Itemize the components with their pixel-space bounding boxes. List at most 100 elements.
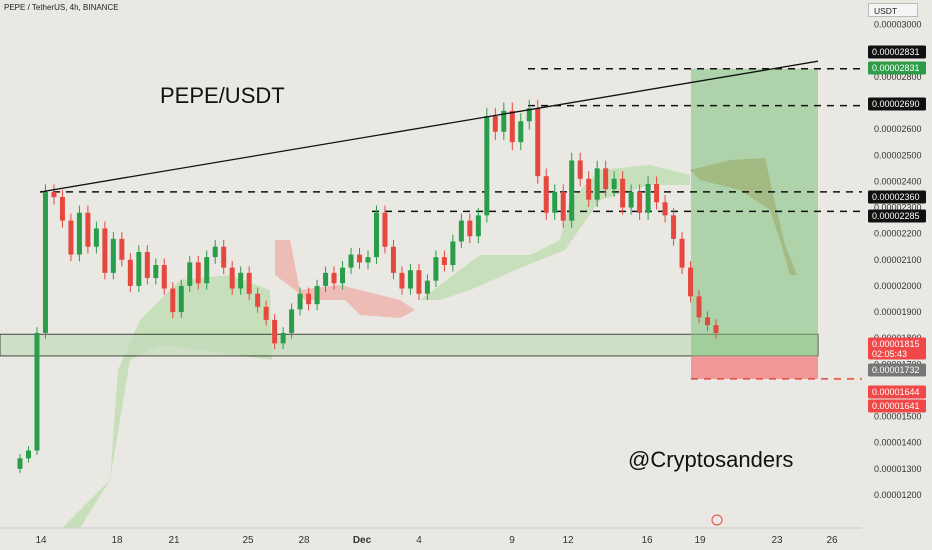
candle-body: [331, 272, 337, 284]
y-tick-label: 0.00001500: [874, 412, 922, 422]
candle-body: [424, 280, 430, 294]
price-label-bg: [868, 190, 926, 204]
candle-body: [102, 228, 108, 273]
candle-body: [272, 319, 278, 344]
price-countdown: 02:05:43: [872, 349, 907, 359]
candle-body: [127, 259, 133, 286]
symbol-header: PEPE / TetherUS, 4h, BINANCE: [4, 3, 119, 12]
candle-body: [212, 246, 218, 258]
price-label: 0.00001732: [872, 365, 920, 375]
candle-body: [255, 293, 261, 307]
y-tick-label: 0.00001200: [874, 490, 922, 500]
candle-body: [594, 168, 600, 200]
candle-body: [204, 257, 210, 284]
x-tick-label: 23: [771, 535, 783, 546]
candle-body: [416, 270, 422, 294]
y-tick-label: 0.00001300: [874, 464, 922, 474]
candle-body: [611, 178, 617, 190]
candle-body: [42, 191, 48, 333]
candle-body: [552, 191, 558, 213]
x-tick-label: 26: [826, 535, 838, 546]
y-tick-label: 0.00002000: [874, 281, 922, 291]
price-label: 0.00002690: [872, 99, 920, 109]
x-tick-label: 25: [242, 535, 254, 546]
x-tick-label: 18: [111, 535, 123, 546]
candle-body: [263, 306, 269, 320]
price-label-bg: [868, 385, 926, 399]
candle-body: [25, 450, 31, 459]
candle-body: [518, 121, 524, 143]
chart-title: PEPE/USDT: [160, 83, 285, 108]
trendline: [40, 60, 819, 193]
candle-body: [535, 108, 541, 177]
candle-body: [187, 262, 193, 286]
candle-body: [433, 257, 439, 281]
candle-body: [68, 220, 74, 255]
candle-body: [382, 212, 388, 247]
price-label: 0.00002831: [872, 47, 920, 57]
candle-body: [314, 285, 320, 305]
x-tick-label: 28: [298, 535, 310, 546]
candle-body: [560, 191, 566, 221]
candle-body: [543, 176, 549, 213]
candle-body: [229, 267, 235, 289]
candle-body: [178, 285, 184, 313]
author-watermark: @Cryptosanders: [628, 447, 793, 472]
candle-body: [357, 254, 363, 263]
candle-body: [17, 458, 23, 469]
candle-body: [492, 116, 498, 132]
x-tick-label: 12: [562, 535, 574, 546]
candle-body: [509, 110, 515, 143]
y-tick-label: 0.00002100: [874, 255, 922, 265]
candle-body: [297, 293, 303, 310]
x-tick-label: 19: [694, 535, 706, 546]
candle-body: [688, 267, 694, 297]
candle-body: [170, 288, 176, 313]
x-tick-label: 16: [641, 535, 653, 546]
candle-body: [526, 108, 532, 122]
price-label-bg: [868, 399, 926, 413]
price-label: 0.00001641: [872, 401, 920, 411]
price-label-bg: [868, 45, 926, 59]
candle-body: [76, 212, 82, 255]
candle-body: [289, 309, 295, 333]
currency-selector[interactable]: USDT: [868, 3, 918, 17]
candle-body: [645, 184, 651, 213]
candle-body: [34, 332, 40, 451]
price-label: 0.00001644: [872, 387, 920, 397]
candle-body: [441, 257, 447, 265]
event-marker-icon: [711, 514, 723, 526]
x-tick-label: 4: [416, 535, 422, 546]
candle-body: [59, 197, 65, 221]
candle-body: [136, 251, 142, 286]
candle-body: [586, 178, 592, 200]
price-label: 0.00002831: [872, 63, 920, 73]
candle-body: [85, 212, 91, 247]
candle-body: [390, 246, 396, 273]
candle-body: [637, 191, 643, 213]
candle-body: [705, 317, 711, 326]
y-tick-label: 0.00002600: [874, 124, 922, 134]
candle-body: [238, 272, 244, 289]
y-tick-label: 0.00002300: [874, 203, 922, 213]
candle-body: [450, 241, 456, 265]
candle-body: [577, 160, 583, 179]
x-tick-label: Dec: [353, 535, 372, 546]
y-tick-label: 0.00002800: [874, 72, 922, 82]
candle-body: [484, 116, 490, 216]
candle-body: [246, 272, 252, 294]
candle-body: [501, 110, 507, 132]
candle-body: [110, 238, 116, 273]
y-tick-label: 0.00002400: [874, 176, 922, 186]
candle-body: [348, 254, 354, 268]
candle-body: [628, 191, 634, 208]
cloud-up-area-2: [420, 165, 690, 300]
price-label-bg: [868, 363, 926, 377]
candle-body: [662, 202, 668, 216]
price-label: 0.00002360: [872, 192, 920, 202]
candle-body: [603, 168, 609, 190]
candle-body: [306, 293, 312, 305]
candle-body: [365, 257, 371, 263]
price-label-bg: [868, 337, 926, 360]
